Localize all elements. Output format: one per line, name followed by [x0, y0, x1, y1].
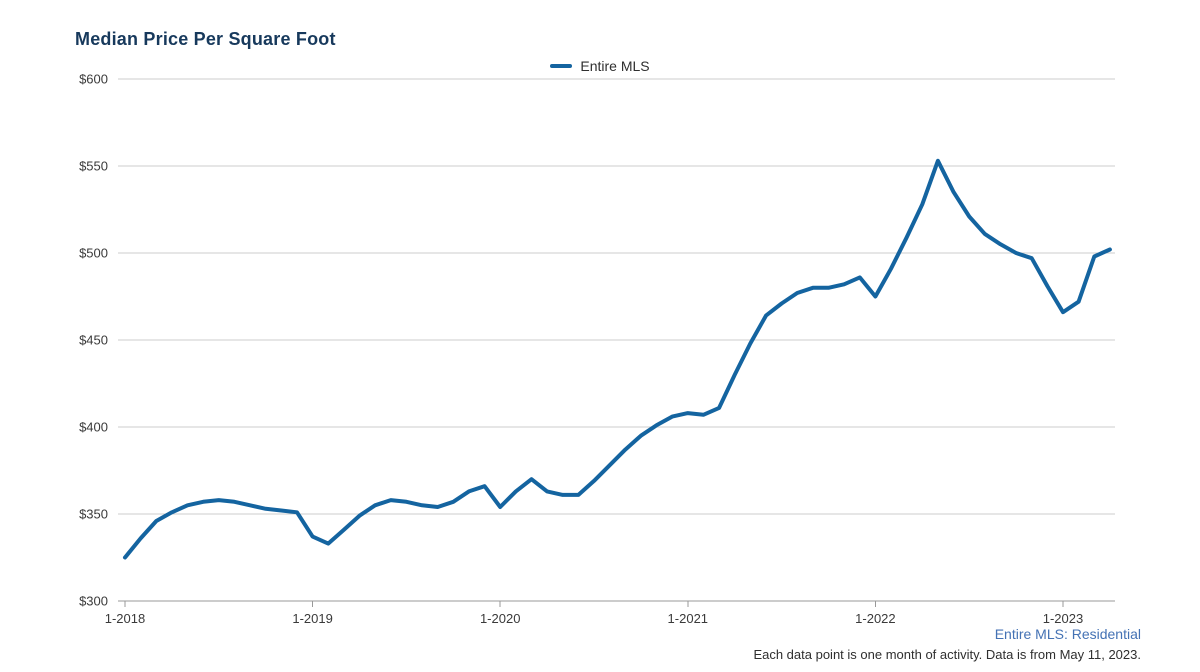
- footer-source-label: Entire MLS: Residential: [994, 626, 1141, 642]
- y-tick-label: $450: [79, 333, 108, 348]
- x-tick-label: 1-2018: [105, 611, 145, 626]
- chart-legend: Entire MLS: [0, 57, 1200, 75]
- x-tick-label: 1-2020: [480, 611, 520, 626]
- x-tick-label: 1-2022: [855, 611, 895, 626]
- y-tick-label: $350: [79, 507, 108, 522]
- y-tick-label: $600: [79, 72, 108, 87]
- price-line-entire-mls: [123, 158, 1112, 560]
- legend-line-swatch-icon: [550, 64, 573, 68]
- footer-note: Each data point is one month of activity…: [753, 647, 1141, 662]
- y-tick-label: $400: [79, 420, 108, 435]
- chart-footer: Entire MLS: Residential Each data point …: [753, 626, 1141, 663]
- y-tick-label: $500: [79, 246, 108, 261]
- y-tick-label: $300: [79, 594, 108, 609]
- legend-item-entire-mls[interactable]: Entire MLS: [550, 58, 650, 74]
- legend-label: Entire MLS: [580, 58, 650, 74]
- chart-title: Median Price Per Square Foot: [75, 29, 336, 49]
- x-tick-label: 1-2023: [1043, 611, 1083, 626]
- x-tick-label: 1-2021: [668, 611, 708, 626]
- x-tick-label: 1-2019: [292, 611, 332, 626]
- y-tick-label: $550: [79, 159, 108, 174]
